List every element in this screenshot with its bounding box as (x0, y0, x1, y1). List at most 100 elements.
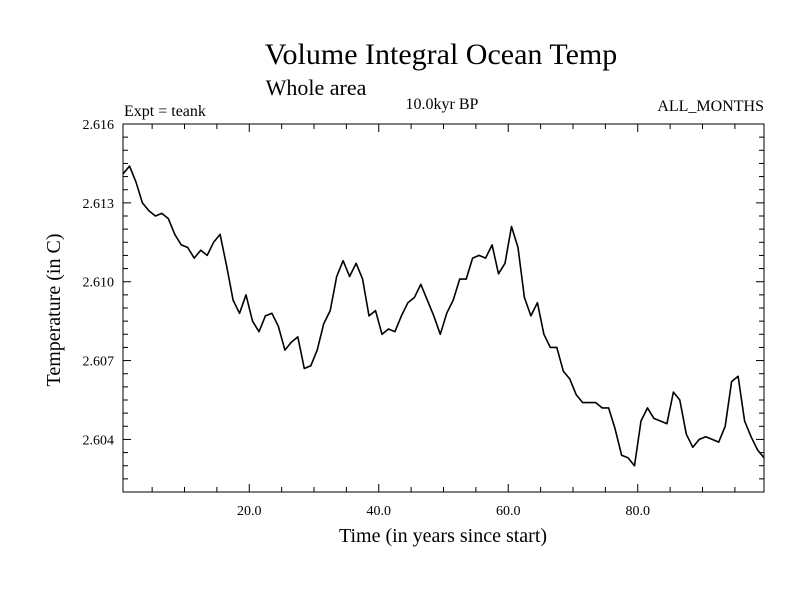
data-point (497, 273, 500, 275)
data-point (536, 302, 539, 304)
y-tick-label: 2.604 (83, 433, 115, 448)
data-point (310, 365, 312, 367)
data-point (154, 215, 156, 217)
data-point (180, 244, 182, 246)
data-point (258, 331, 260, 333)
axes (122, 123, 765, 493)
data-point (640, 420, 642, 422)
y-tick-label: 2.616 (83, 118, 115, 133)
data-point (277, 325, 279, 327)
data-point (698, 438, 700, 440)
data-point (718, 441, 720, 443)
series-line (122, 165, 765, 467)
data-point (407, 302, 409, 304)
data-point (562, 370, 564, 372)
data-point (336, 275, 338, 278)
data-point (193, 257, 195, 259)
data-point (724, 425, 726, 427)
data-point (381, 333, 383, 335)
data-point (323, 323, 325, 325)
data-point (284, 349, 286, 351)
data-point (439, 333, 441, 335)
x-tick-label: 60.0 (496, 504, 521, 519)
data-point (148, 210, 150, 212)
data-point (329, 310, 331, 312)
chart-title: Volume Integral Ocean Temp (265, 38, 618, 71)
data-point (297, 336, 299, 338)
data-point (459, 278, 461, 280)
data-point (666, 423, 668, 425)
chart-subtitle: Whole area (266, 75, 367, 100)
data-point (135, 181, 137, 183)
period-label: 10.0kyr BP (406, 96, 479, 113)
data-point (433, 315, 435, 317)
data-point (128, 165, 131, 167)
data-point (232, 299, 234, 301)
y-tick-label: 2.613 (83, 197, 115, 212)
x-tick-label: 40.0 (367, 504, 392, 519)
data-point (187, 246, 189, 249)
data-point (569, 378, 571, 380)
y-tick-label: 2.607 (83, 355, 115, 370)
data-point (213, 241, 215, 243)
data-point (659, 420, 662, 422)
data-point (549, 346, 551, 348)
data-point (245, 294, 247, 296)
data-point (672, 391, 675, 393)
data-point (646, 407, 649, 409)
x-axis-label: Time (in years since start) (339, 525, 547, 547)
data-point (504, 262, 506, 264)
data-point (472, 257, 474, 259)
data-point (685, 433, 687, 435)
data-point (601, 407, 603, 409)
data-point (595, 402, 597, 404)
data-point (750, 436, 752, 438)
experiment-label: Expt = teank (124, 103, 206, 120)
data-point (744, 420, 746, 422)
data-point (530, 315, 532, 317)
months-label: ALL_MONTHS (657, 98, 764, 115)
y-tick-label: 2.610 (83, 276, 115, 291)
data-point (426, 299, 428, 301)
data-point (174, 233, 176, 235)
data-point (206, 254, 208, 256)
data-point (556, 346, 558, 348)
data-point (400, 315, 402, 317)
data-point (510, 225, 513, 228)
data-point (627, 457, 629, 459)
data-point (756, 449, 759, 451)
data-point (711, 438, 713, 440)
data-point (653, 417, 655, 419)
data-point (316, 349, 318, 351)
data-point (588, 402, 590, 404)
data-point (705, 436, 707, 438)
data-point (161, 212, 163, 214)
data-point (122, 173, 124, 175)
plot-frame (122, 123, 765, 493)
data-point (614, 428, 616, 430)
data-point (420, 283, 422, 285)
data-point (575, 394, 577, 396)
data-point (679, 399, 681, 401)
data-point (387, 328, 390, 330)
data-point (290, 341, 292, 343)
data-point (731, 381, 733, 383)
x-tick-label: 20.0 (237, 504, 262, 519)
data-point (362, 278, 364, 280)
data-point (543, 333, 545, 335)
data-point (219, 233, 221, 235)
data-point (264, 315, 266, 317)
data-point (608, 407, 610, 409)
data-point (692, 446, 694, 448)
data-point (452, 299, 454, 301)
series-group (122, 165, 765, 467)
data-point (446, 312, 448, 314)
data-point (523, 296, 526, 299)
ticks: 20.0 40.0 60.0 80.0 2.616 2.613 2.610 2.607 2.60… (83, 118, 764, 519)
data-point (141, 202, 143, 204)
data-point (238, 312, 241, 314)
y-axis-label: Temperature (in C) (43, 234, 65, 387)
data-point (517, 246, 519, 249)
data-point (582, 402, 584, 404)
data-point (374, 310, 377, 312)
